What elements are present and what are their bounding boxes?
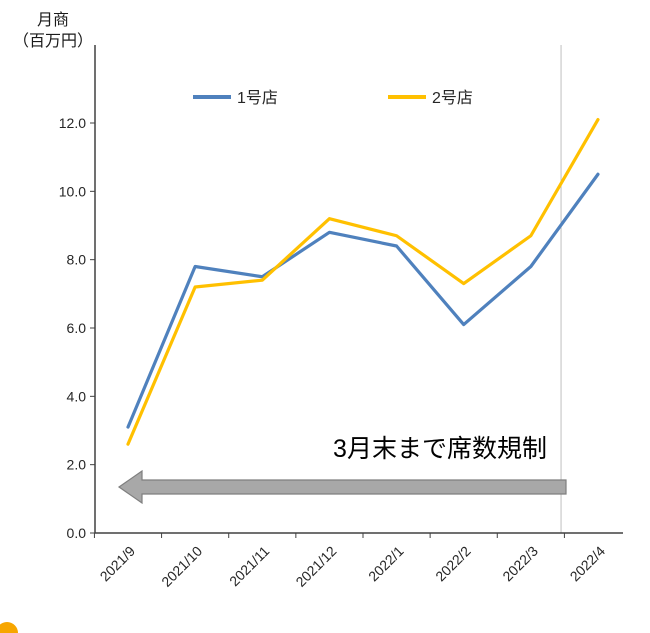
legend: 1号店 2号店 (193, 89, 473, 107)
y-axis-title-line1: 月商 (37, 11, 69, 29)
x-axis-tick-labels: 2021/9 2021/10 2021/11 2021/12 2022/1 2022/2 2… (97, 543, 609, 590)
x-tick-label: 2022/2 (432, 543, 474, 585)
decorative-dot (0, 622, 18, 633)
y-tick-label: 0.0 (67, 525, 87, 541)
y-tick-label: 12.0 (59, 115, 86, 131)
y-tick-label: 10.0 (59, 183, 86, 199)
y-axis-tick-labels: 0.0 2.0 4.0 6.0 8.0 10.0 12.0 (59, 115, 86, 541)
x-tick-label: 2022/1 (365, 543, 407, 585)
axis-ticks (90, 122, 565, 538)
annotation: 3月末まで席数規制 (117, 435, 567, 505)
y-axis-title-line2: （百万円） (13, 32, 93, 50)
series-line-1号店 (126, 172, 600, 429)
x-tick-label: 2021/12 (292, 543, 339, 590)
x-tick-label: 2022/3 (499, 543, 541, 585)
x-tick-label: 2022/4 (567, 543, 609, 585)
legend-label-store2: 2号店 (432, 89, 473, 107)
y-tick-label: 8.0 (67, 252, 87, 268)
x-tick-label: 2021/11 (226, 543, 273, 590)
series-line-2号店 (126, 117, 600, 446)
left-arrow-shape (117, 469, 567, 505)
legend-label-store1: 1号店 (237, 89, 278, 107)
x-tick-label: 2021/10 (158, 543, 205, 590)
y-tick-label: 4.0 (67, 388, 87, 404)
x-tick-label: 2021/9 (97, 543, 139, 585)
y-tick-label: 6.0 (67, 320, 87, 336)
y-tick-label: 2.0 (67, 457, 87, 473)
annotation-text: 3月末まで席数規制 (333, 435, 547, 463)
data-series (126, 117, 600, 446)
